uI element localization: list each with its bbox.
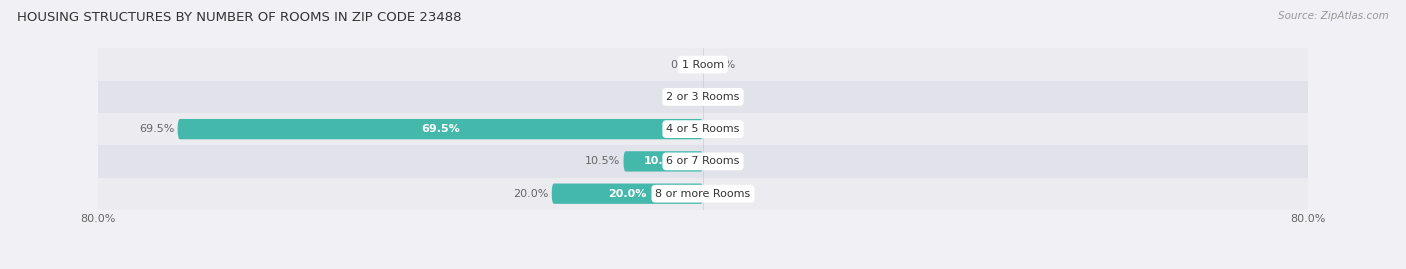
FancyBboxPatch shape bbox=[98, 81, 1308, 113]
Text: 2 or 3 Rooms: 2 or 3 Rooms bbox=[666, 92, 740, 102]
FancyBboxPatch shape bbox=[98, 178, 1308, 210]
Text: 69.5%: 69.5% bbox=[420, 124, 460, 134]
FancyBboxPatch shape bbox=[623, 151, 703, 172]
Text: 69.5%: 69.5% bbox=[139, 124, 174, 134]
FancyBboxPatch shape bbox=[98, 145, 1308, 178]
Text: 4 or 5 Rooms: 4 or 5 Rooms bbox=[666, 124, 740, 134]
Text: 10.5%: 10.5% bbox=[644, 156, 682, 167]
Text: 0.0%: 0.0% bbox=[707, 156, 735, 167]
Text: 0.0%: 0.0% bbox=[671, 59, 699, 70]
Text: 20.0%: 20.0% bbox=[609, 189, 647, 199]
Text: 1 Room: 1 Room bbox=[682, 59, 724, 70]
Text: 0.0%: 0.0% bbox=[671, 92, 699, 102]
Text: 20.0%: 20.0% bbox=[513, 189, 548, 199]
Text: 6 or 7 Rooms: 6 or 7 Rooms bbox=[666, 156, 740, 167]
Text: HOUSING STRUCTURES BY NUMBER OF ROOMS IN ZIP CODE 23488: HOUSING STRUCTURES BY NUMBER OF ROOMS IN… bbox=[17, 11, 461, 24]
FancyBboxPatch shape bbox=[98, 113, 1308, 145]
Text: Source: ZipAtlas.com: Source: ZipAtlas.com bbox=[1278, 11, 1389, 21]
Text: 0.0%: 0.0% bbox=[707, 189, 735, 199]
Text: 0.0%: 0.0% bbox=[707, 124, 735, 134]
Text: 10.5%: 10.5% bbox=[585, 156, 620, 167]
Text: 0.0%: 0.0% bbox=[707, 59, 735, 70]
Text: 8 or more Rooms: 8 or more Rooms bbox=[655, 189, 751, 199]
Text: 0.0%: 0.0% bbox=[707, 92, 735, 102]
FancyBboxPatch shape bbox=[98, 48, 1308, 81]
FancyBboxPatch shape bbox=[177, 119, 703, 139]
FancyBboxPatch shape bbox=[551, 183, 703, 204]
